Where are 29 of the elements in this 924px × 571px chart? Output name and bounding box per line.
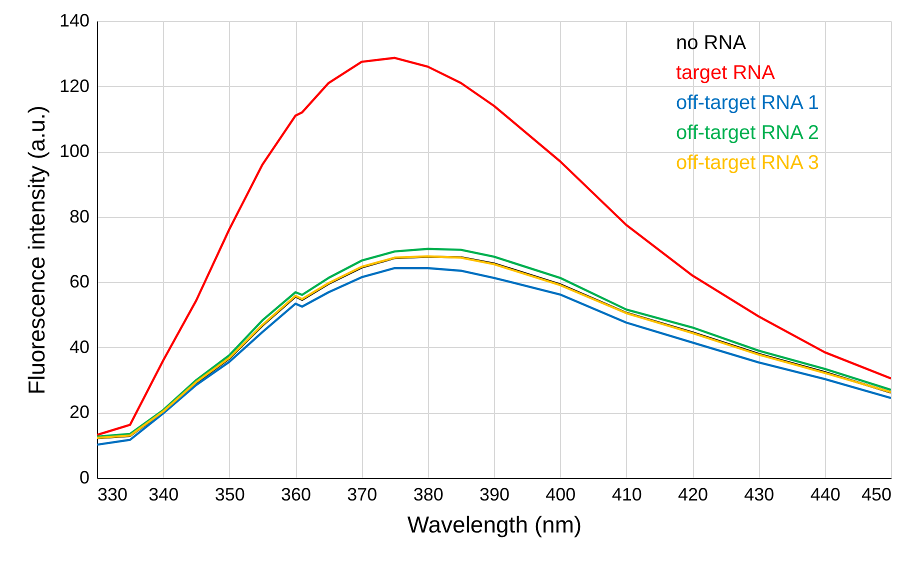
text: target RNA [676,62,776,84]
x-tick-label: 330 [98,484,128,504]
x-tick-label: 450 [861,484,892,504]
x-tick-label: 390 [479,484,510,504]
y-axis-title: Fluorescence intensity (a.u.) [23,106,50,394]
y-tick-label: 20 [69,402,90,422]
y-tick-label: 100 [59,141,90,162]
y-tick-label: 0 [79,468,90,488]
x-tick-label: 340 [148,484,179,504]
y-tick-label: 40 [69,336,90,357]
x-tick-label: 380 [413,484,444,504]
y-tick-label: 60 [69,272,90,292]
y-tick-label: 120 [59,76,90,96]
text: off-target RNA 1 [676,92,820,114]
y-tick-label: 140 [59,10,90,30]
text: off-target RNA 3 [676,152,820,174]
x-tick-label: 370 [347,484,378,504]
x-axis-title: Wavelength (nm) [407,512,582,538]
x-tick-label: 440 [810,484,840,504]
line-series [97,56,891,436]
x-tick-label: 420 [678,484,708,504]
x-tick-label: 430 [744,484,774,504]
y-tick-label: 80 [69,206,90,226]
text: no RNA [676,32,747,54]
x-tick-label: 350 [214,484,245,504]
x-tick-label: 410 [612,484,642,504]
text: off-target RNA 2 [676,122,820,144]
x-tick-label: 360 [280,484,312,504]
x-tick-label: 400 [546,484,576,504]
